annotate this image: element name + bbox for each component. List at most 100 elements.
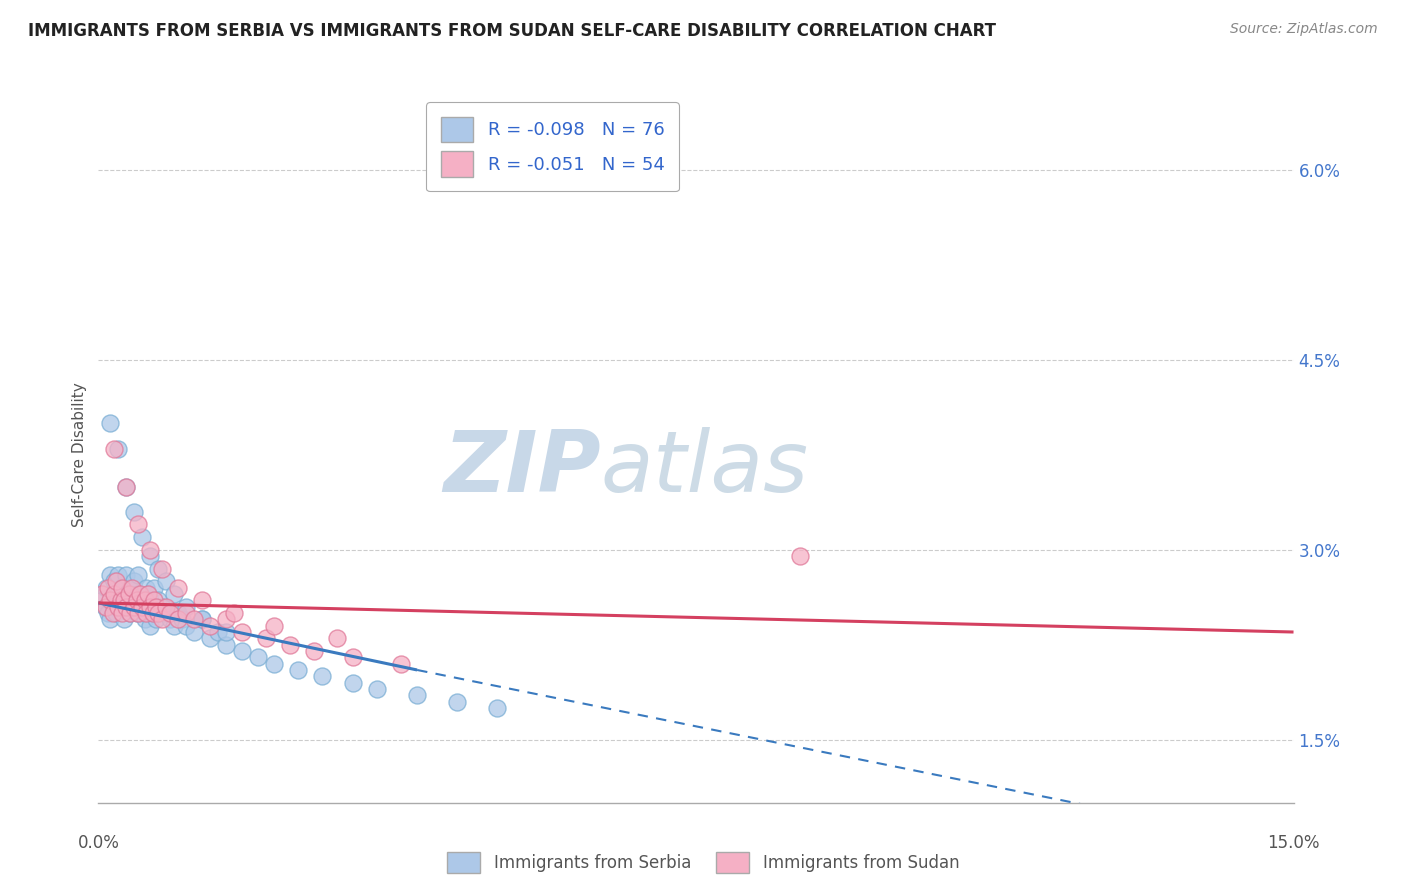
Point [139, 593, 162, 607]
Point [135, 581, 157, 595]
Point [127, 517, 149, 532]
Point [174, 599, 197, 614]
Point [124, 599, 146, 614]
Point [131, 599, 153, 614]
Point [159, 606, 181, 620]
Point [183, 625, 205, 640]
Point [366, 681, 388, 696]
Point [143, 606, 166, 620]
Point [91, 587, 114, 601]
Point [485, 701, 508, 715]
Point [115, 479, 138, 493]
Point [111, 606, 134, 620]
Point [115, 593, 138, 607]
Point [94, 599, 117, 614]
Point [311, 669, 333, 683]
Text: ZIP: ZIP [443, 427, 600, 510]
Point [150, 562, 173, 576]
Point [98, 593, 122, 607]
Point [148, 562, 170, 576]
Point [135, 606, 157, 620]
Point [124, 574, 146, 589]
Text: atlas: atlas [600, 427, 808, 510]
Point [134, 612, 156, 626]
Point [167, 612, 190, 626]
Point [163, 587, 186, 601]
Point [107, 442, 129, 456]
Point [128, 587, 150, 601]
Point [142, 599, 165, 614]
Point [198, 632, 221, 646]
Point [215, 638, 238, 652]
Point [124, 599, 146, 614]
Point [142, 606, 165, 620]
Point [148, 593, 170, 607]
Point [263, 618, 285, 632]
Point [121, 593, 143, 607]
Point [103, 574, 125, 589]
Point [143, 581, 166, 595]
Point [167, 581, 190, 595]
Point [174, 606, 197, 620]
Point [215, 612, 238, 626]
Point [124, 505, 146, 519]
Point [143, 593, 166, 607]
Point [96, 581, 118, 595]
Point [155, 574, 177, 589]
Point [103, 442, 125, 456]
Point [278, 638, 301, 652]
Point [120, 581, 142, 595]
Point [135, 606, 157, 620]
Point [198, 618, 221, 632]
Point [231, 644, 253, 658]
Point [127, 606, 149, 620]
Point [139, 618, 162, 632]
Point [104, 574, 127, 589]
Point [287, 663, 309, 677]
Point [120, 606, 142, 620]
Point [148, 606, 170, 620]
Point [159, 612, 181, 626]
Point [118, 587, 141, 601]
Point [125, 593, 148, 607]
Point [191, 612, 214, 626]
Point [98, 417, 122, 431]
Point [191, 612, 214, 626]
Point [104, 606, 127, 620]
Point [98, 612, 122, 626]
Text: 0.0%: 0.0% [77, 834, 120, 852]
Point [110, 593, 132, 607]
Point [107, 599, 129, 614]
Point [215, 625, 238, 640]
Point [120, 606, 142, 620]
Point [115, 479, 138, 493]
Point [254, 632, 277, 646]
Point [342, 650, 364, 665]
Point [128, 606, 150, 620]
Point [150, 599, 173, 614]
Point [121, 581, 143, 595]
Point [125, 606, 148, 620]
Point [127, 587, 149, 601]
Point [103, 599, 125, 614]
Point [167, 606, 190, 620]
Legend: R = -0.098   N = 76, R = -0.051   N = 54: R = -0.098 N = 76, R = -0.051 N = 54 [426, 103, 679, 191]
Point [111, 581, 134, 595]
Point [231, 625, 253, 640]
Point [115, 599, 138, 614]
Point [96, 599, 118, 614]
Text: 15.0%: 15.0% [1267, 834, 1320, 852]
Point [163, 618, 186, 632]
Point [148, 606, 170, 620]
Point [145, 599, 167, 614]
Point [191, 593, 214, 607]
Point [789, 549, 811, 563]
Point [111, 599, 134, 614]
Point [183, 612, 205, 626]
Point [131, 593, 153, 607]
Point [98, 568, 122, 582]
Point [112, 593, 135, 607]
Point [302, 644, 325, 658]
Point [145, 612, 167, 626]
Point [136, 587, 159, 601]
